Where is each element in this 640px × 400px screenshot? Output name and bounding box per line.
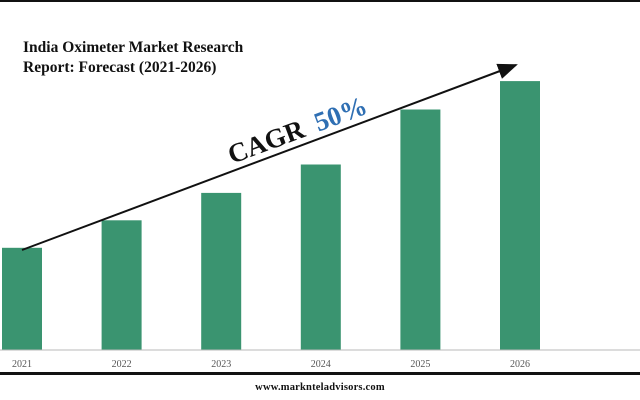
x-tick-label-2021: 2021 bbox=[12, 359, 32, 370]
bar-2024 bbox=[300, 164, 341, 350]
cagr-annotation: CAGR 50% bbox=[224, 90, 371, 169]
bar-2022 bbox=[101, 220, 142, 350]
bars-layer bbox=[2, 81, 540, 350]
cagr-trend-arrow bbox=[21, 63, 518, 251]
chart-title: India Oximeter Market Research Report: F… bbox=[23, 39, 244, 76]
top-rule bbox=[0, 0, 640, 2]
x-tick-labels: 2021 2022 2023 2024 2025 2026 bbox=[12, 359, 530, 370]
x-tick-label-2023: 2023 bbox=[211, 359, 231, 370]
x-tick-label-2024: 2024 bbox=[311, 359, 331, 370]
cagr-label: CAGR bbox=[224, 114, 309, 170]
x-tick-label-2025: 2025 bbox=[410, 359, 430, 370]
footer-website-url: www.marknteladvisors.com bbox=[255, 382, 385, 393]
x-tick-label-2022: 2022 bbox=[112, 359, 132, 370]
bar-2023 bbox=[201, 192, 242, 350]
footer-band: www.marknteladvisors.com bbox=[0, 372, 640, 400]
bar-2026 bbox=[500, 81, 540, 350]
bar-2025 bbox=[400, 109, 441, 350]
x-tick-label-2026: 2026 bbox=[510, 359, 530, 370]
bar-2021 bbox=[2, 247, 42, 350]
